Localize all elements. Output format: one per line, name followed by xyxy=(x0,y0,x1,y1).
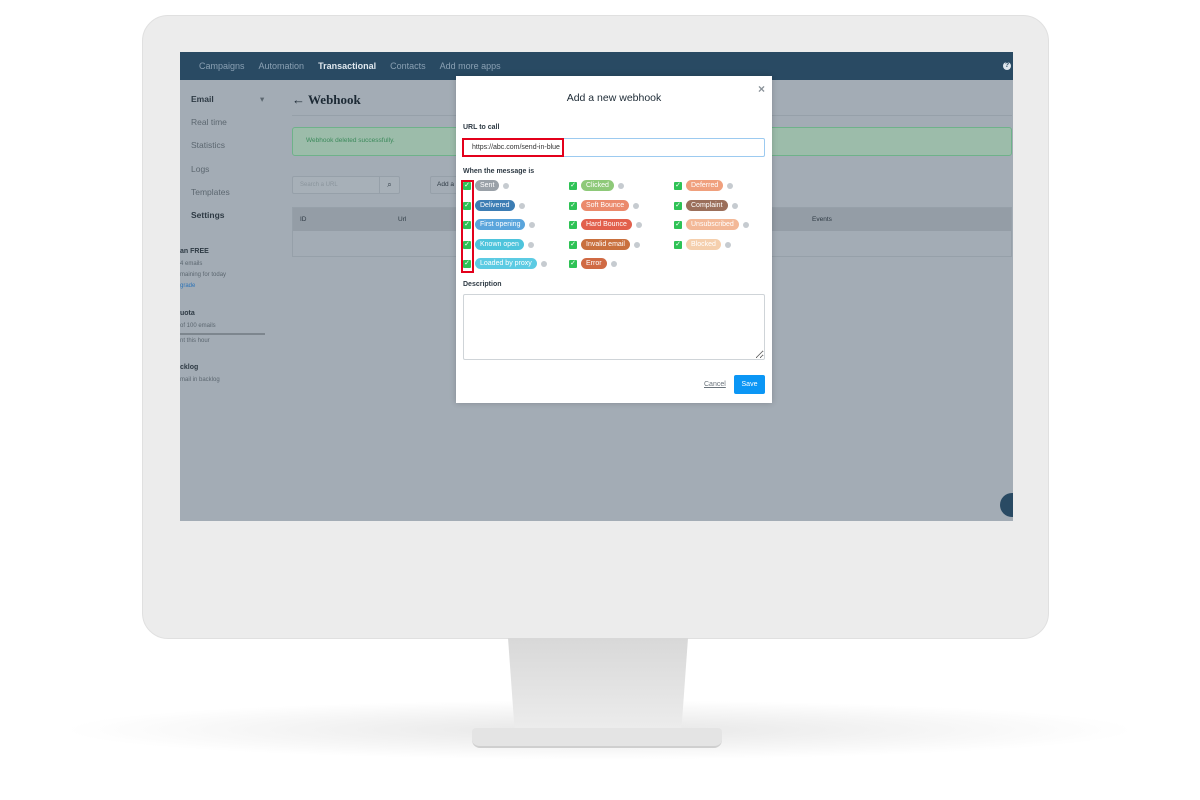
column-id: ID xyxy=(300,216,307,223)
chat-button[interactable] xyxy=(1000,493,1013,517)
quota-title: uota xyxy=(180,310,195,317)
nav-contacts[interactable]: Contacts xyxy=(390,61,426,71)
event-pill-sent: Sent xyxy=(475,180,500,191)
url-label: URL to call xyxy=(463,124,500,131)
help-icon[interactable] xyxy=(636,222,642,228)
help-icon[interactable] xyxy=(727,183,733,189)
checkbox-delivered[interactable]: ✓ xyxy=(463,202,471,210)
event-pill-delivered: Delivered xyxy=(475,200,515,211)
help-icon[interactable] xyxy=(634,242,640,248)
event-pill-loaded-by-proxy: Loaded by proxy xyxy=(475,258,537,269)
nav-automation[interactable]: Automation xyxy=(258,61,305,71)
backlog-title: cklog xyxy=(180,364,199,371)
checkbox-sent[interactable]: ✓ xyxy=(463,182,471,190)
nav-transactional[interactable]: Transactional xyxy=(318,61,377,71)
checkbox-complaint[interactable]: ✓ xyxy=(674,202,682,210)
help-icon[interactable] xyxy=(528,242,534,248)
save-button[interactable]: Save xyxy=(734,375,765,394)
event-pill-soft-bounce: Soft Bounce xyxy=(581,200,630,211)
page-title: ← Webhook xyxy=(292,92,361,107)
sidebar-item-statistics[interactable]: Statistics xyxy=(191,140,226,150)
url-value: https://abc.com/send-in-blue xyxy=(472,144,560,151)
search-placeholder: Search a URL xyxy=(300,182,338,188)
event-pill-blocked: Blocked xyxy=(686,239,721,250)
description-label: Description xyxy=(463,281,502,288)
column-url: Url xyxy=(398,216,407,223)
cancel-button[interactable]: Cancel xyxy=(704,381,726,388)
event-pill-invalid-email: Invalid email xyxy=(581,239,630,250)
checkbox-highlight xyxy=(461,180,474,273)
sidebar-email[interactable]: Email xyxy=(191,94,214,104)
event-pill-complaint: Complaint xyxy=(686,200,728,211)
plan-remaining: maining for today xyxy=(180,272,227,278)
url-highlight xyxy=(462,138,564,157)
checkbox-first-opening[interactable]: ✓ xyxy=(463,221,471,229)
checkbox-hard-bounce[interactable]: ✓ xyxy=(569,221,577,229)
plan-title: an FREE xyxy=(180,248,209,255)
event-pill-hard-bounce: Hard Bounce xyxy=(581,219,632,230)
help-icon[interactable] xyxy=(732,203,738,209)
help-icon[interactable] xyxy=(611,261,617,267)
nav-campaigns[interactable]: Campaigns xyxy=(199,61,245,71)
help-icon[interactable] xyxy=(743,222,749,228)
help-icon[interactable] xyxy=(519,203,525,209)
help-icon[interactable] xyxy=(618,183,624,189)
help-icon[interactable] xyxy=(725,242,731,248)
search-icon[interactable]: ⌕ xyxy=(379,177,399,193)
checkbox-deferred[interactable]: ✓ xyxy=(674,182,682,190)
checkbox-error[interactable]: ✓ xyxy=(569,260,577,268)
modal-title: Add a new webhook xyxy=(566,92,662,104)
help-icon[interactable] xyxy=(503,183,509,189)
sidebar-item-logs[interactable]: Logs xyxy=(191,164,210,174)
alert-text: Webhook deleted successfully. xyxy=(306,137,395,144)
event-pill-clicked: Clicked xyxy=(581,180,614,191)
monitor-stand xyxy=(508,638,688,738)
checkbox-soft-bounce[interactable]: ✓ xyxy=(569,202,577,210)
close-icon[interactable]: × xyxy=(757,82,765,96)
event-pill-deferred: Deferred xyxy=(686,180,724,191)
plan-emails: 4 emails xyxy=(180,261,203,267)
help-icon[interactable] xyxy=(633,203,639,209)
sidebar-item-settings[interactable]: Settings xyxy=(191,210,225,220)
events-label: When the message is xyxy=(463,168,535,175)
column-events: Events xyxy=(812,216,832,223)
event-pill-known-open: Known open xyxy=(475,239,524,250)
event-pill-unsubscribed: Unsubscribed xyxy=(686,219,739,230)
question-circle-icon[interactable]: ? xyxy=(1003,62,1011,70)
top-nav: Campaigns Automation Transactional Conta… xyxy=(180,52,1013,80)
sidebar-item-templates[interactable]: Templates xyxy=(191,187,230,197)
quota-bar xyxy=(180,333,265,335)
add-webhook-modal: Add a new webhook × URL to call https://… xyxy=(456,76,772,403)
help-icon[interactable] xyxy=(541,261,547,267)
backlog-info: mail in backlog xyxy=(180,377,220,383)
search-url-input[interactable]: Search a URL ⌕ xyxy=(292,176,400,194)
quota-emails: of 100 emails xyxy=(180,323,216,329)
checkbox-clicked[interactable]: ✓ xyxy=(569,182,577,190)
sidebar-item-real-time[interactable]: Real time xyxy=(191,117,227,127)
help-icon[interactable] xyxy=(529,222,535,228)
checkbox-known-open[interactable]: ✓ xyxy=(463,241,471,249)
event-pill-first-opening: First opening xyxy=(475,219,526,230)
quota-hour: nt this hour xyxy=(180,338,210,344)
chevron-down-icon[interactable]: ▾ xyxy=(260,94,265,104)
upgrade-link[interactable]: grade xyxy=(180,283,196,289)
monitor-base xyxy=(472,728,722,748)
checkbox-blocked[interactable]: ✓ xyxy=(674,241,682,249)
checkbox-loaded-by-proxy[interactable]: ✓ xyxy=(463,260,471,268)
checkbox-invalid-email[interactable]: ✓ xyxy=(569,241,577,249)
checkbox-unsubscribed[interactable]: ✓ xyxy=(674,221,682,229)
nav-add-apps[interactable]: Add more apps xyxy=(439,61,501,71)
event-pill-error: Error xyxy=(581,258,607,269)
description-input[interactable] xyxy=(463,294,765,360)
